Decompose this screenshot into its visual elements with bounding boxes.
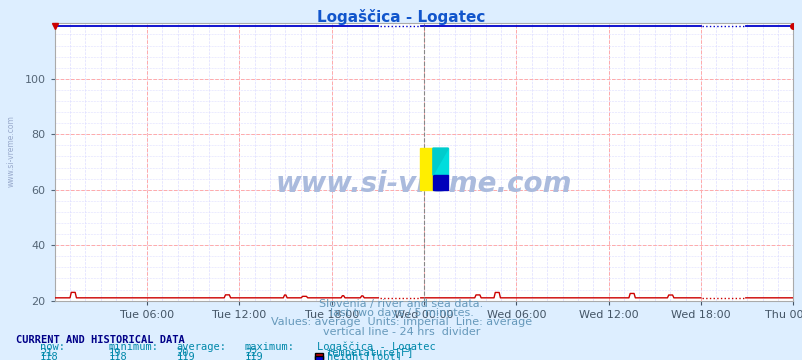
Bar bbox=[432, 148, 448, 175]
Text: 21: 21 bbox=[40, 348, 53, 359]
Text: 119: 119 bbox=[176, 352, 195, 360]
Text: vertical line - 24 hrs  divider: vertical line - 24 hrs divider bbox=[322, 327, 480, 337]
Text: Logaščica - Logatec: Logaščica - Logatec bbox=[317, 9, 485, 25]
Text: www.si-vreme.com: www.si-vreme.com bbox=[6, 115, 15, 187]
Text: maximum:: maximum: bbox=[245, 342, 294, 352]
Text: CURRENT AND HISTORICAL DATA: CURRENT AND HISTORICAL DATA bbox=[16, 335, 184, 345]
Text: 20: 20 bbox=[176, 348, 189, 359]
Text: average:: average: bbox=[176, 342, 226, 352]
Bar bbox=[432, 175, 448, 190]
Text: 19: 19 bbox=[108, 348, 121, 359]
Text: 118: 118 bbox=[108, 352, 127, 360]
Text: last two days / 5 minutes.: last two days / 5 minutes. bbox=[329, 308, 473, 318]
Polygon shape bbox=[432, 148, 448, 175]
Text: 118: 118 bbox=[40, 352, 59, 360]
Text: temperature[F]: temperature[F] bbox=[326, 348, 414, 359]
Text: 119: 119 bbox=[245, 352, 263, 360]
Text: Slovenia / river and sea data.: Slovenia / river and sea data. bbox=[319, 299, 483, 309]
Text: height[foot]: height[foot] bbox=[326, 352, 401, 360]
Text: Logaščica - Logatec: Logaščica - Logatec bbox=[317, 341, 435, 352]
Text: Values: average  Units: imperial  Line: average: Values: average Units: imperial Line: av… bbox=[270, 318, 532, 328]
Text: www.si-vreme.com: www.si-vreme.com bbox=[275, 170, 572, 198]
Text: 22: 22 bbox=[245, 348, 257, 359]
Bar bbox=[419, 148, 432, 190]
Text: minimum:: minimum: bbox=[108, 342, 158, 352]
Text: now:: now: bbox=[40, 342, 65, 352]
